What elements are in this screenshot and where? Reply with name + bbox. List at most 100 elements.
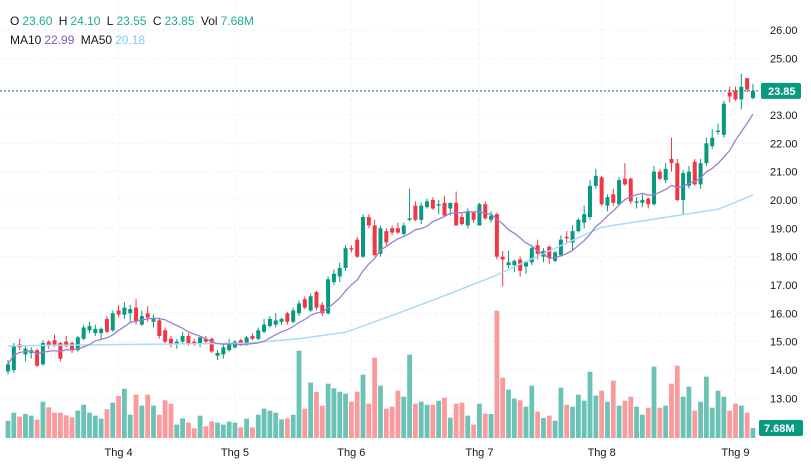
volume-bar — [686, 386, 692, 438]
volume-bar — [314, 391, 319, 438]
candle-body — [471, 212, 476, 220]
candle-body — [704, 143, 709, 164]
volume-bar — [721, 396, 727, 438]
candle-body — [198, 337, 203, 345]
price-tick-label: 18.00 — [770, 252, 798, 264]
ohlc-legend: O 23.60 H 24.10 L 23.55 C 23.85 Vol 7.68M — [10, 14, 257, 28]
volume-bar — [523, 406, 529, 438]
volume-bar — [116, 396, 121, 438]
volume-bar — [104, 409, 110, 438]
candle-body — [745, 78, 750, 90]
volume-bar — [430, 404, 436, 438]
candle-body — [599, 177, 604, 205]
candle-body — [390, 228, 395, 233]
price-tick-label: 14.00 — [770, 365, 798, 377]
volume-bar — [145, 394, 151, 438]
price-tick-label: 17.00 — [770, 280, 798, 292]
candle-body — [395, 228, 400, 233]
price-tick-label: 25.00 — [770, 53, 798, 65]
volume-label: Vol — [200, 14, 218, 28]
volume-bar — [610, 380, 616, 438]
candle-body — [320, 304, 325, 314]
volume-bar — [517, 400, 523, 438]
last-volume-label: 7.68M — [764, 423, 795, 435]
volume-bar — [156, 414, 162, 438]
time-tick-label: Thg 8 — [588, 447, 616, 459]
candle-body — [163, 330, 168, 342]
price-axis[interactable]: 26.00 25.00 23.00 22.00 21.00 20.00 19.00 18.00… — [770, 25, 798, 405]
volume-bar — [232, 422, 238, 438]
volume-bar — [389, 406, 395, 438]
volume-bar — [593, 395, 599, 438]
candle-body — [366, 216, 371, 226]
candle-body — [518, 259, 523, 271]
volume-bar — [744, 412, 750, 438]
candle-body — [564, 236, 569, 239]
candle-body — [250, 335, 255, 339]
volume-bar — [127, 414, 133, 438]
volume-bar — [354, 391, 360, 438]
volume-bar — [17, 416, 23, 438]
candle-body — [419, 205, 424, 220]
ma-legend: MA10 22.99 MA50 20.18 — [10, 33, 148, 47]
volume-bar — [418, 401, 424, 438]
candle-body — [75, 337, 80, 351]
volume-bar — [546, 415, 552, 438]
candle-body — [750, 90, 755, 98]
time-tick-label: Thg 7 — [465, 447, 493, 459]
volume-bar — [302, 408, 308, 438]
time-axis[interactable]: Thg 4 Thg 5 Thg 6 Thg 7 Thg 8 Thg 9 — [105, 447, 750, 459]
candle-body — [622, 178, 627, 185]
price-tick-label: 23.00 — [770, 110, 798, 122]
close-label: C — [152, 14, 162, 28]
candle-body — [593, 175, 598, 186]
volume-bar — [279, 419, 284, 438]
candle-body — [221, 347, 226, 355]
candle-body — [209, 338, 214, 352]
volume-bar — [40, 401, 46, 438]
volume-bar — [442, 397, 447, 438]
volume-bar — [692, 410, 698, 438]
candle-body — [640, 199, 645, 203]
volume-bar — [634, 406, 639, 438]
candle-body — [122, 307, 127, 315]
candle-body — [553, 252, 558, 261]
time-tick-label: Thg 6 — [337, 447, 365, 459]
volume-bar — [267, 410, 273, 438]
volume-bar — [220, 424, 226, 438]
candle-body — [52, 340, 57, 345]
candle-body — [99, 328, 104, 334]
candle-body — [262, 324, 267, 332]
open-label: O — [10, 14, 20, 28]
volume-bar — [343, 393, 348, 438]
candle-body — [605, 197, 610, 206]
volume-bar — [308, 382, 314, 438]
volume-bar — [296, 350, 302, 438]
volume-bar — [331, 388, 337, 438]
volume-bar — [319, 405, 325, 438]
volume-bar — [733, 403, 738, 438]
volume-bar — [413, 403, 418, 438]
volume-bar — [122, 388, 127, 438]
candle-body — [413, 205, 418, 220]
candle-body — [547, 246, 552, 259]
candle-body — [227, 343, 232, 351]
candle-body — [355, 239, 360, 257]
candle-body — [570, 231, 575, 243]
volume-bar — [168, 403, 174, 438]
candle-body — [361, 216, 366, 257]
candle-body — [378, 228, 383, 254]
candle-body — [407, 218, 412, 220]
candle-body — [500, 256, 505, 260]
volume-bar — [174, 424, 180, 438]
volume-bar — [162, 400, 168, 438]
volume-bar — [488, 413, 494, 438]
volume-bar — [506, 389, 511, 438]
volume-bar — [674, 365, 680, 438]
candle-body — [727, 92, 732, 97]
time-tick-label: Thg 4 — [105, 447, 133, 459]
volume-bar — [92, 415, 98, 438]
open-value: 23.60 — [22, 14, 53, 28]
candle-body — [430, 199, 435, 209]
